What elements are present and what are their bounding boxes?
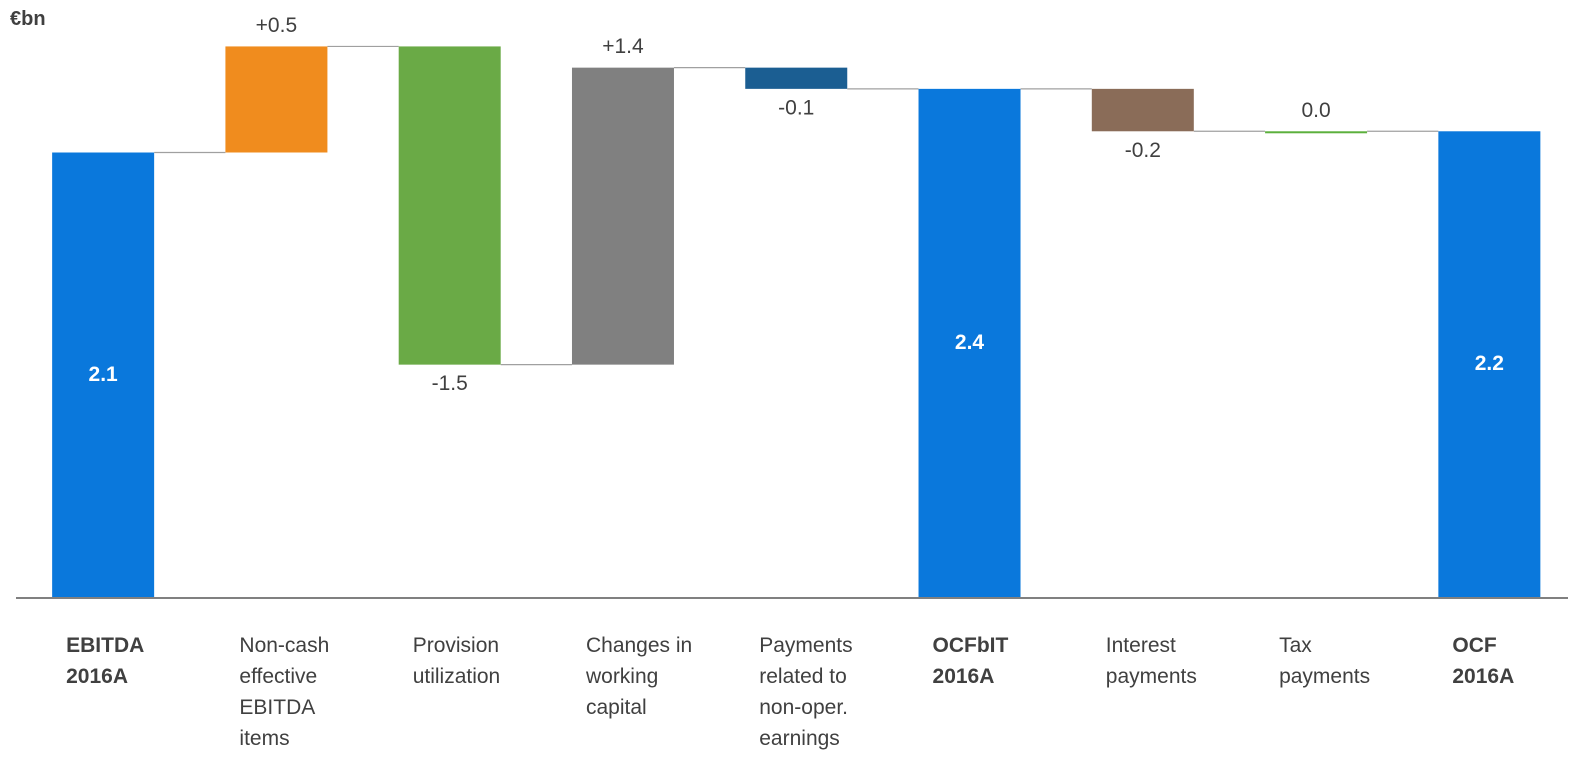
unit-label: €bn — [10, 8, 46, 30]
x-tick-label: EBITDA 2016A — [66, 634, 144, 688]
value-label: -1.5 — [432, 372, 468, 395]
value-label: 2.2 — [1475, 352, 1504, 375]
value-label: +0.5 — [256, 14, 297, 37]
x-tick-label: Non-cash effective EBITDA items — [239, 634, 330, 750]
value-label: +1.4 — [602, 35, 644, 58]
bar — [398, 46, 501, 365]
x-tick-label: Provision utilization — [412, 634, 501, 688]
value-label: 2.4 — [955, 331, 985, 354]
x-tick-label: OCF 2016A — [1452, 634, 1515, 688]
bar — [1091, 88, 1194, 132]
value-label: 0.0 — [1301, 99, 1330, 122]
x-tick-label: Interest payments — [1105, 634, 1197, 688]
x-tick-label: Tax payments — [1279, 634, 1371, 688]
bar — [1438, 131, 1541, 599]
bar — [225, 46, 328, 153]
x-tick-label: Payments related to non-oper. earnings — [759, 634, 853, 750]
bar — [745, 67, 848, 89]
x-tick-label: Changes in working capital — [585, 634, 693, 719]
value-label: -0.2 — [1125, 139, 1161, 162]
bar — [571, 67, 674, 365]
x-tick-label: OCFbIT 2016A — [932, 634, 1009, 688]
bar — [52, 152, 155, 598]
bar — [1265, 131, 1368, 134]
value-label: -0.1 — [778, 96, 814, 119]
bar — [918, 88, 1021, 598]
value-label: 2.1 — [89, 363, 119, 386]
